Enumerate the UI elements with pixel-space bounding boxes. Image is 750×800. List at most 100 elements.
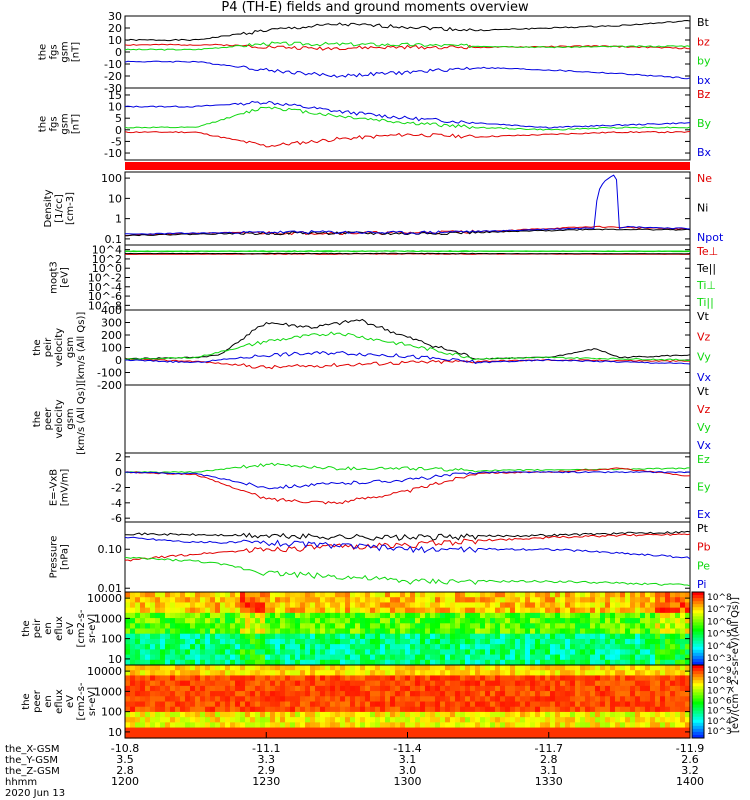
spectrogram-cell	[185, 649, 191, 656]
spectrogram-cell	[325, 722, 331, 729]
spectrogram-cell	[665, 659, 671, 666]
spectrogram-cell	[580, 717, 586, 723]
spectrogram-cell	[225, 691, 231, 697]
spectrogram-cell	[515, 602, 521, 609]
spectrogram-cell	[585, 665, 591, 671]
spectrogram-cell	[515, 607, 521, 614]
spectrogram-cell	[225, 602, 231, 609]
spectrogram-cell	[540, 644, 546, 650]
spectrogram-cell	[670, 612, 676, 619]
spectrogram-cell	[565, 701, 571, 708]
spectrogram-cell	[320, 644, 326, 650]
spectrogram-cell	[620, 638, 626, 645]
spectrogram-cell	[175, 675, 181, 682]
spectrogram-cell	[615, 685, 621, 692]
legend-label: Vz	[697, 330, 711, 343]
spectrogram-cell	[135, 696, 141, 703]
spectrogram-cell	[660, 675, 666, 682]
spectrogram-cell	[190, 602, 196, 609]
legend-label: Ex	[697, 508, 711, 521]
spectrogram-cell	[285, 597, 291, 604]
spectrogram-cell	[440, 680, 446, 687]
spectrogram-cell	[520, 722, 526, 729]
colorbar-swatch	[692, 637, 704, 642]
spectrogram-cell	[325, 602, 331, 609]
spectrogram-cell	[640, 659, 646, 666]
spectrogram-cell	[560, 602, 566, 609]
spectrogram-cell	[440, 628, 446, 635]
spectrogram-cell	[425, 623, 431, 630]
spectrogram-cell	[520, 602, 526, 609]
spectrogram-cell	[220, 659, 226, 666]
spectrogram-cell	[295, 680, 301, 687]
spectrogram-cell	[170, 670, 176, 677]
spectrogram-cell	[210, 628, 216, 635]
spectrogram-cell	[485, 649, 491, 656]
spectrogram-cell	[500, 665, 506, 671]
spectrogram-cell	[150, 701, 156, 708]
spectrogram-cell	[670, 602, 676, 609]
spectrogram-cell	[595, 665, 601, 671]
spectrogram-cell	[375, 659, 381, 666]
spectrogram-cell	[680, 607, 686, 614]
spectrogram-cell	[490, 727, 496, 734]
spectrogram-cell	[155, 592, 161, 598]
spectrogram-cell	[370, 628, 376, 635]
spectrogram-cell	[345, 633, 351, 640]
spectrogram-cell	[605, 628, 611, 635]
spectrogram-cell	[220, 597, 226, 604]
spectrogram-cell	[670, 711, 676, 718]
spectrogram-cell	[440, 659, 446, 666]
spectrogram-cell	[230, 644, 236, 650]
spectrogram-cell	[235, 597, 241, 604]
spectrogram-cell	[325, 654, 331, 661]
spectrogram-cell	[405, 633, 411, 640]
spectrogram-cell	[500, 722, 506, 729]
spectrogram-cell	[395, 675, 401, 682]
spectrogram-cell	[165, 680, 171, 687]
spectrogram-cell	[375, 706, 381, 713]
spectrogram-cell	[145, 717, 151, 723]
colorbar-swatch	[692, 674, 704, 678]
spectrogram-cell	[160, 727, 166, 734]
spectrogram-cell	[235, 628, 241, 635]
spectrogram-cell	[570, 696, 576, 703]
spectrogram-cell	[300, 618, 306, 624]
colorbar-swatch	[692, 628, 704, 633]
spectrogram-cell	[480, 659, 486, 666]
spectrogram-cell	[370, 665, 376, 671]
spectrogram-cell	[520, 701, 526, 708]
spectrogram-cell	[335, 623, 341, 630]
spectrogram-cell	[400, 623, 406, 630]
spectrogram-cell	[595, 685, 601, 692]
spectrogram-cell	[590, 701, 596, 708]
spectrogram-cell	[615, 612, 621, 619]
colorbar-swatch	[692, 677, 704, 681]
spectrogram-cell	[590, 665, 596, 671]
spectrogram-cell	[365, 597, 371, 604]
spectrogram-cell	[460, 691, 466, 697]
spectrogram-cell	[435, 628, 441, 635]
series-line-Bz	[124, 130, 691, 148]
spectrogram-cell	[295, 644, 301, 650]
spectrogram-cell	[245, 711, 251, 718]
spectrogram-cell	[685, 732, 691, 739]
spectrogram-cell	[655, 670, 661, 677]
spectrogram-cell	[455, 670, 461, 677]
spectrogram-cell	[490, 597, 496, 604]
spectrogram-cell	[150, 649, 156, 656]
spectrogram-cell	[125, 649, 131, 656]
spectrogram-cell	[325, 607, 331, 614]
spectrogram-cell	[330, 706, 336, 713]
spectrogram-cell	[140, 675, 146, 682]
spectrogram-cell	[505, 722, 511, 729]
spectrogram-cell	[640, 706, 646, 713]
x-axis-value: 1200	[111, 775, 139, 788]
spectrogram-cell	[650, 727, 656, 734]
spectrogram-cell	[675, 602, 681, 609]
spectrogram-cell	[530, 680, 536, 687]
spectrogram-cell	[415, 701, 421, 708]
series-line-Bx	[124, 100, 691, 129]
spectrogram-cell	[420, 696, 426, 703]
spectrogram-cell	[125, 654, 131, 661]
